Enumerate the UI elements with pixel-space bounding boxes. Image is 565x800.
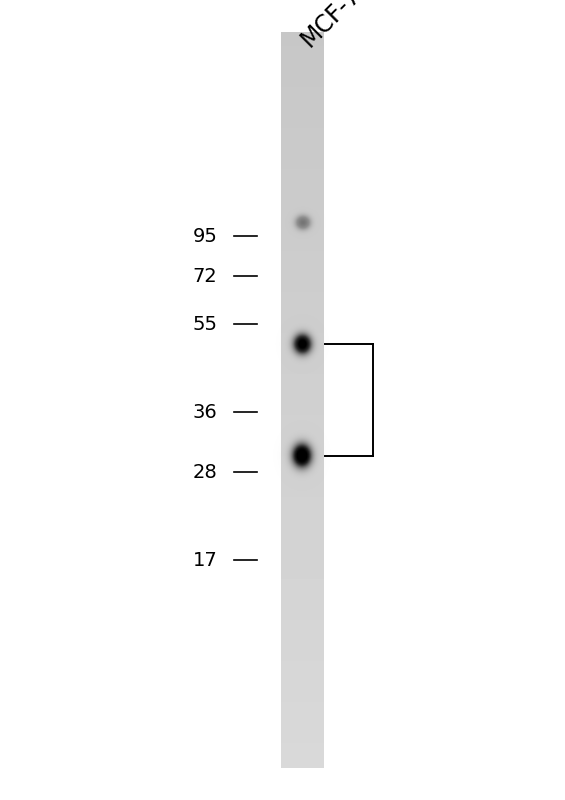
- Text: 17: 17: [193, 550, 218, 570]
- Text: 55: 55: [193, 314, 218, 334]
- Text: 95: 95: [193, 226, 218, 246]
- Text: 28: 28: [193, 462, 218, 482]
- Text: 36: 36: [193, 402, 218, 422]
- Text: 72: 72: [193, 266, 218, 286]
- Text: MCF-7: MCF-7: [297, 0, 366, 52]
